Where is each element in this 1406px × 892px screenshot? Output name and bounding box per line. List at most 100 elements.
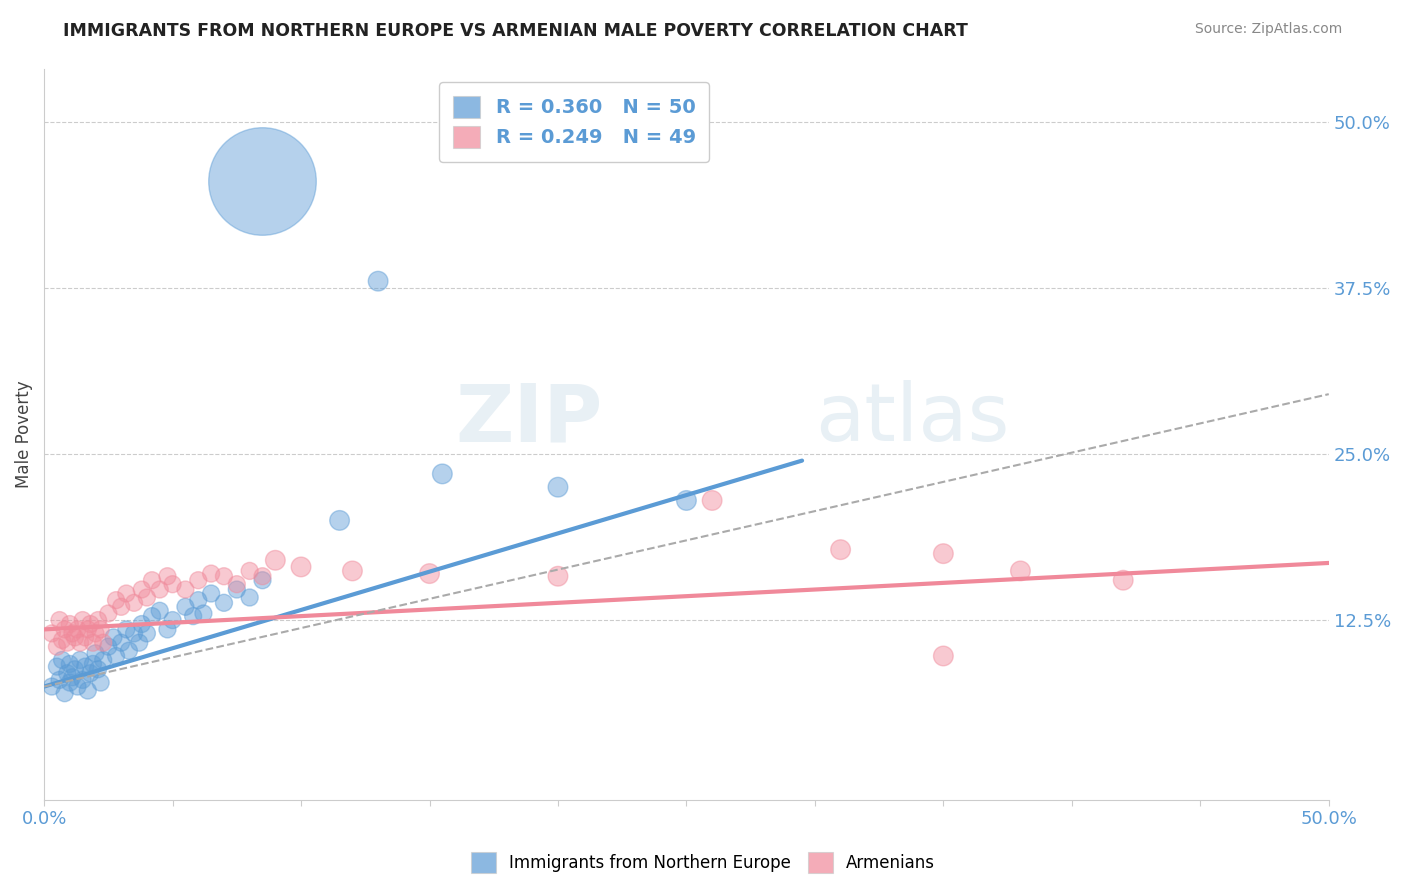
Text: IMMIGRANTS FROM NORTHERN EUROPE VS ARMENIAN MALE POVERTY CORRELATION CHART: IMMIGRANTS FROM NORTHERN EUROPE VS ARMEN… — [63, 22, 969, 40]
Legend: Immigrants from Northern Europe, Armenians: Immigrants from Northern Europe, Armenia… — [464, 846, 942, 880]
Point — [122, 626, 145, 640]
Point — [162, 613, 184, 627]
Point — [76, 623, 98, 637]
Point — [41, 680, 63, 694]
Point — [115, 586, 138, 600]
Point — [84, 646, 107, 660]
Point — [90, 675, 112, 690]
Y-axis label: Male Poverty: Male Poverty — [15, 380, 32, 488]
Point — [72, 613, 94, 627]
Point — [60, 626, 83, 640]
Point — [174, 599, 197, 614]
Point — [46, 640, 69, 654]
Point — [84, 626, 107, 640]
Point — [131, 582, 153, 597]
Point — [225, 577, 247, 591]
Point — [41, 626, 63, 640]
Point — [290, 560, 312, 574]
Point — [252, 569, 274, 583]
Point — [97, 607, 120, 621]
Point — [115, 623, 138, 637]
Point — [131, 617, 153, 632]
Point — [149, 604, 172, 618]
Point — [212, 596, 235, 610]
Point — [53, 623, 76, 637]
Point — [932, 547, 955, 561]
Point — [53, 686, 76, 700]
Point — [97, 640, 120, 654]
Point — [181, 609, 204, 624]
Text: atlas: atlas — [815, 380, 1010, 458]
Point — [46, 659, 69, 673]
Point — [252, 174, 274, 188]
Point — [105, 593, 128, 607]
Point — [156, 623, 179, 637]
Point — [547, 480, 569, 494]
Point — [103, 631, 125, 645]
Point — [174, 582, 197, 597]
Point — [418, 566, 440, 581]
Point — [69, 653, 91, 667]
Point — [135, 626, 157, 640]
Point — [91, 653, 114, 667]
Point — [122, 596, 145, 610]
Point — [141, 573, 163, 587]
Point — [72, 673, 94, 687]
Point — [932, 648, 955, 663]
Point — [105, 648, 128, 663]
Point — [75, 659, 97, 673]
Point — [82, 636, 104, 650]
Point — [135, 591, 157, 605]
Point — [200, 566, 222, 581]
Point — [264, 553, 287, 567]
Point — [69, 636, 91, 650]
Point — [156, 569, 179, 583]
Point — [239, 591, 262, 605]
Point — [51, 653, 73, 667]
Point — [60, 670, 83, 684]
Point — [90, 623, 112, 637]
Text: Source: ZipAtlas.com: Source: ZipAtlas.com — [1195, 22, 1343, 37]
Point — [225, 582, 247, 597]
Point — [59, 675, 82, 690]
Point — [329, 513, 352, 527]
Point — [239, 564, 262, 578]
Point — [252, 573, 274, 587]
Point — [110, 599, 132, 614]
Point — [63, 631, 86, 645]
Point — [141, 609, 163, 624]
Point — [48, 673, 70, 687]
Point — [200, 586, 222, 600]
Point — [48, 613, 70, 627]
Legend: R = 0.360   N = 50, R = 0.249   N = 49: R = 0.360 N = 50, R = 0.249 N = 49 — [439, 82, 710, 161]
Point — [367, 274, 389, 288]
Point — [56, 636, 79, 650]
Point — [56, 666, 79, 681]
Point — [187, 573, 209, 587]
Point — [675, 493, 697, 508]
Point — [1112, 573, 1135, 587]
Point — [187, 593, 209, 607]
Point — [128, 636, 150, 650]
Point — [193, 607, 215, 621]
Point — [51, 633, 73, 648]
Point — [66, 623, 89, 637]
Point — [547, 569, 569, 583]
Point — [1010, 564, 1032, 578]
Point — [91, 636, 114, 650]
Point — [79, 617, 101, 632]
Point — [110, 636, 132, 650]
Point — [59, 657, 82, 671]
Point — [830, 542, 852, 557]
Point — [82, 657, 104, 671]
Point — [79, 666, 101, 681]
Point — [59, 617, 82, 632]
Point — [87, 662, 110, 676]
Point — [63, 662, 86, 676]
Point — [75, 631, 97, 645]
Point — [162, 577, 184, 591]
Text: ZIP: ZIP — [456, 380, 603, 458]
Point — [76, 683, 98, 698]
Point — [66, 680, 89, 694]
Point — [212, 569, 235, 583]
